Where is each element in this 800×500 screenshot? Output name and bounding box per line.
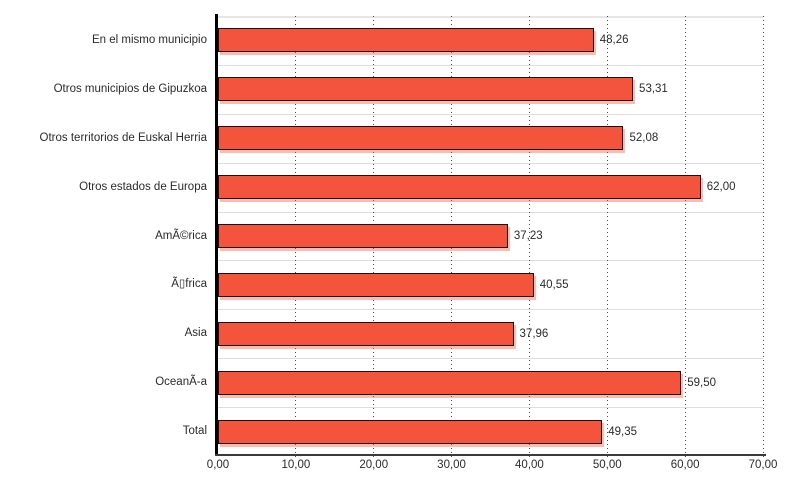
category-label: Total (182, 425, 207, 438)
category-separator-line (218, 358, 763, 359)
category-label: En el mismo municipio (91, 33, 207, 46)
x-tick-label: 70,00 (748, 459, 778, 471)
y-axis-line (215, 14, 218, 456)
x-tick-label: 30,00 (437, 459, 466, 471)
category-separator-line (218, 212, 763, 213)
category-label: Asia (184, 327, 207, 340)
plot-top-border-line (218, 16, 763, 18)
bar-value-label: 37,96 (519, 327, 549, 340)
category-label: OceanÃ-a (155, 376, 207, 389)
bar-value-label: 37,23 (513, 230, 543, 242)
bar (218, 370, 682, 395)
x-tick-label: 0,00 (206, 459, 230, 471)
bar-value-label: 59,50 (687, 376, 717, 389)
bar-value-label: 48,26 (599, 34, 629, 47)
x-tick-label: 40,00 (515, 459, 544, 471)
vertical-gridline (762, 16, 764, 460)
vertical-gridline (684, 16, 686, 460)
bar-value-label: 40,55 (539, 278, 569, 291)
bar-value-label: 49,35 (608, 425, 637, 438)
vertical-gridline (606, 16, 608, 460)
bar (218, 419, 603, 444)
category-axis-labels: En el mismo municipio Otros municipios de… (0, 16, 211, 456)
category-separator-line (218, 114, 763, 115)
x-axis-tick-labels: 0,00 10,00 20,00 30,00 40,00 50,00 60,00 70,00 (0, 459, 800, 479)
bar (218, 77, 634, 102)
category-label: Otros territorios de Euskal Herria (39, 131, 207, 144)
category-separator-line (218, 65, 763, 66)
bar-value-label: 62,00 (706, 181, 736, 194)
category-separator-line (218, 163, 763, 164)
bar (218, 224, 508, 248)
plot-area: 48,26 53,31 52,08 62,00 37,23 40,55 37,96 59,50… (218, 16, 764, 460)
bar (218, 175, 701, 200)
category-separator-line (218, 407, 763, 408)
bar (218, 321, 514, 346)
bar (218, 126, 624, 151)
category-label: Otros estados de Europa (79, 180, 207, 193)
category-label: Otros municipios de Gipuzkoa (53, 82, 207, 95)
category-label: AmÃ©rica (155, 229, 207, 242)
bar (218, 272, 534, 297)
x-tick-label: 20,00 (359, 459, 389, 471)
vertical-gridline (528, 16, 530, 460)
category-label: Ã▯frica (171, 278, 207, 291)
x-axis-line (215, 454, 766, 456)
x-tick-label: 50,00 (592, 459, 622, 471)
x-tick-label: 10,00 (281, 459, 311, 471)
x-tick-label: 60,00 (670, 459, 700, 471)
bar-value-label: 53,31 (639, 83, 668, 96)
category-separator-line (218, 260, 763, 261)
category-separator-line (218, 309, 763, 310)
bar (218, 28, 594, 53)
bar-value-label: 52,08 (629, 132, 659, 145)
